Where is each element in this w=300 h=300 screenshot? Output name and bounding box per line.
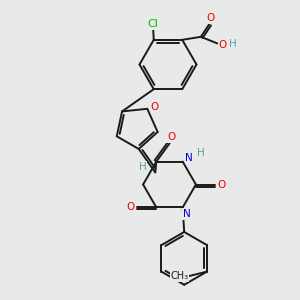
Text: N: N	[185, 153, 193, 163]
Text: N: N	[183, 209, 191, 219]
Text: H: H	[197, 148, 205, 158]
Text: O: O	[167, 132, 176, 142]
Text: O: O	[218, 179, 226, 190]
Text: O: O	[126, 202, 134, 212]
Text: O: O	[219, 40, 227, 50]
Text: O: O	[151, 102, 159, 112]
Text: O: O	[207, 13, 215, 23]
Text: H: H	[230, 39, 237, 49]
Text: Cl: Cl	[148, 19, 159, 28]
Text: H: H	[139, 162, 146, 172]
Text: CH₃: CH₃	[170, 271, 188, 281]
